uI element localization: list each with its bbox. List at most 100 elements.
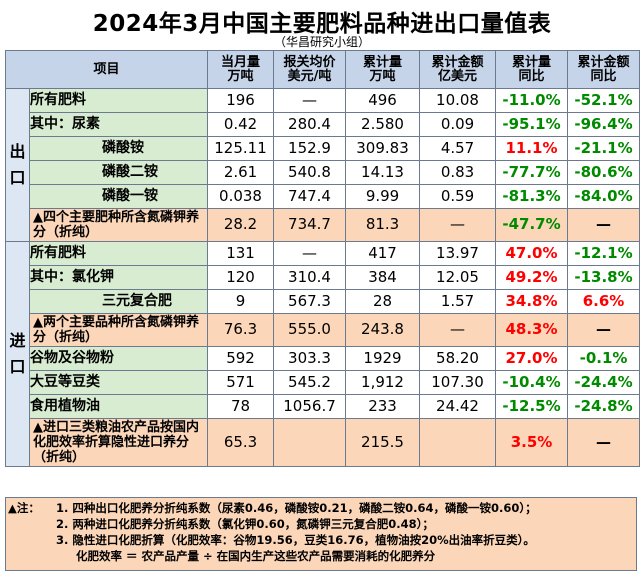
cell-amount: 107.30 (419, 370, 497, 395)
cell-month: 78 (207, 394, 275, 419)
row-label: 其中：尿素 (28, 112, 209, 137)
row-label: 磷酸铵 (28, 136, 209, 161)
cell-amt-yoy: -84.0% (567, 184, 641, 209)
cell-qty-yoy: -11.0% (495, 88, 569, 113)
cell-qty-yoy: 3.5% (495, 418, 569, 467)
cell-amt-yoy: -24.4% (567, 370, 641, 395)
footnote-line: 化肥效率 ＝ 农产品产量 ÷ 在国内生产这些农产品需要消耗的化肥养分 (76, 549, 436, 563)
cell-amt-yoy: — (567, 208, 641, 242)
table-row: 磷酸一铵 0.038 747.4 9.99 0.59 -81.3% -84.0% (6, 184, 641, 209)
table-row: 其中：尿素 0.42 280.4 2.580 0.09 -95.1% -96.4… (6, 112, 641, 137)
row-label: 食用植物油 (28, 394, 209, 419)
row-label: 所有肥料 (28, 241, 209, 266)
cell-cum: 81.3 (345, 208, 421, 242)
section-import-label: 进口 (5, 241, 30, 467)
cell-amount: 12.05 (419, 265, 497, 290)
cell-qty-yoy: -77.7% (495, 160, 569, 185)
cell-price: 280.4 (273, 112, 347, 137)
cell-amount: 10.08 (419, 88, 497, 113)
table-row: 其中：氯化钾 120 310.4 384 12.05 49.2% -13.8% (6, 265, 641, 290)
cell-price: 555.0 (273, 313, 347, 347)
cell-qty-yoy: -10.4% (495, 370, 569, 395)
header-cum-qty: 累计量 万吨 (345, 50, 421, 89)
cell-month: 76.3 (207, 313, 275, 347)
table-row: 谷物及谷物粉 592 303.3 1929 58.20 27.0% -0.1% (6, 346, 641, 371)
row-label: 磷酸一铵 (28, 184, 209, 209)
footnote-lead: ▲注： (8, 501, 40, 515)
cell-price: 152.9 (273, 136, 347, 161)
cell-qty-yoy: 27.0% (495, 346, 569, 371)
table-row: 磷酸二铵 2.61 540.8 14.13 0.83 -77.7% -80.6% (6, 160, 641, 185)
cell-price: 747.4 (273, 184, 347, 209)
header-item: 项目 (4, 50, 209, 89)
table-row: 三元复合肥 9 567.3 28 1.57 34.8% 6.6% (6, 289, 641, 314)
cell-amount: 58.20 (419, 346, 497, 371)
cell-qty-yoy: -95.1% (495, 112, 569, 137)
row-label: 磷酸二铵 (28, 160, 209, 185)
cell-month: 131 (207, 241, 275, 266)
cell-cum: 309.83 (345, 136, 421, 161)
row-label: 三元复合肥 (28, 289, 209, 314)
header-cum-qty-yoy: 累计量 同比 (495, 50, 569, 89)
footnotes: ▲注： 1. 四种出口化肥养分折纯系数（尿素0.46，磷酸铵0.21，磷酸二铵0.… (5, 497, 637, 571)
table-row-highlight: ▲两个主要品种所含氮磷钾养分（折纯） 76.3 555.0 243.8 — 48… (6, 313, 641, 347)
table-row: 磷酸铵 125.11 152.9 309.83 4.57 11.1% -21.1… (6, 136, 641, 161)
cell-cum: 1929 (345, 346, 421, 371)
cell-amount: 0.59 (419, 184, 497, 209)
cell-amt-yoy: -21.1% (567, 136, 641, 161)
cell-amt-yoy: -13.8% (567, 265, 641, 290)
cell-qty-yoy: 48.3% (495, 313, 569, 347)
cell-price: 545.2 (273, 370, 347, 395)
cell-amt-yoy: -12.1% (567, 241, 641, 266)
table-row: 大豆等豆类 571 545.2 1,912 107.30 -10.4% -24.… (6, 370, 641, 395)
cell-amount: — (419, 313, 497, 347)
cell-price (273, 418, 347, 467)
row-label: 其中：氯化钾 (28, 265, 209, 290)
cell-amt-yoy: -0.1% (567, 346, 641, 371)
table-row: 出口 所有肥料 196 — 496 10.08 -11.0% -52.1% (5, 88, 641, 242)
cell-month: 0.42 (207, 112, 275, 137)
table-row-highlight: ▲进口三类粮油农产品按国内化肥效率折算隐性进口养分（折纯） 65.3 215.5… (6, 418, 641, 467)
cell-cum: 1,912 (345, 370, 421, 395)
cell-amt-yoy: -24.8% (567, 394, 641, 419)
row-label: 谷物及谷物粉 (28, 346, 209, 371)
header-month-qty: 当月量 万吨 (207, 50, 275, 89)
row-label: 大豆等豆类 (28, 370, 209, 395)
table-row: 进口 所有肥料 131 — 417 13.97 47.0% -12.1% (5, 241, 641, 467)
cell-qty-yoy: 49.2% (495, 265, 569, 290)
section-export-label: 出口 (5, 88, 30, 242)
cell-month: 125.11 (207, 136, 275, 161)
cell-amount: 24.42 (419, 394, 497, 419)
header-cum-amt-yoy: 累计金额 同比 (567, 50, 641, 89)
cell-cum: 2.580 (345, 112, 421, 137)
footnote-line: 2. 两种进口化肥养分折纯系数（氯化钾0.60，氮磷钾三元复合肥0.48）； (56, 517, 434, 531)
cell-cum: 384 (345, 265, 421, 290)
cell-amount: 0.83 (419, 160, 497, 185)
cell-amount (419, 418, 497, 467)
cell-price: 1056.7 (273, 394, 347, 419)
cell-amount: 4.57 (419, 136, 497, 161)
cell-price: — (273, 241, 347, 266)
cell-month: 28.2 (207, 208, 275, 242)
cell-month: 0.038 (207, 184, 275, 209)
cell-cum: 9.99 (345, 184, 421, 209)
cell-cum: 233 (345, 394, 421, 419)
cell-amount: 13.97 (419, 241, 497, 266)
row-label: ▲进口三类粮油农产品按国内化肥效率折算隐性进口养分（折纯） (28, 418, 209, 467)
cell-month: 571 (207, 370, 275, 395)
cell-month: 592 (207, 346, 275, 371)
cell-cum: 14.13 (345, 160, 421, 185)
cell-month: 65.3 (207, 418, 275, 467)
page-title: 2024年3月中国主要肥料品种进出口量值表 (92, 11, 552, 37)
header-cum-amount: 累计金额 亿美元 (419, 50, 497, 89)
footnote-line: ▲注： 1. 四种出口化肥养分折纯系数（尿素0.46，磷酸铵0.21，磷酸二铵0.… (8, 501, 537, 515)
cell-month: 2.61 (207, 160, 275, 185)
trade-table: 项目 当月量 万吨 报关均价 美元/吨 累计量 万吨 累计金额 亿美元 累计量 同比 累计… (4, 50, 641, 467)
cell-month: 120 (207, 265, 275, 290)
cell-price: 734.7 (273, 208, 347, 242)
cell-qty-yoy: 11.1% (495, 136, 569, 161)
cell-amt-yoy: -80.6% (567, 160, 641, 185)
cell-qty-yoy: -12.5% (495, 394, 569, 419)
cell-qty-yoy: -81.3% (495, 184, 569, 209)
cell-price: 567.3 (273, 289, 347, 314)
